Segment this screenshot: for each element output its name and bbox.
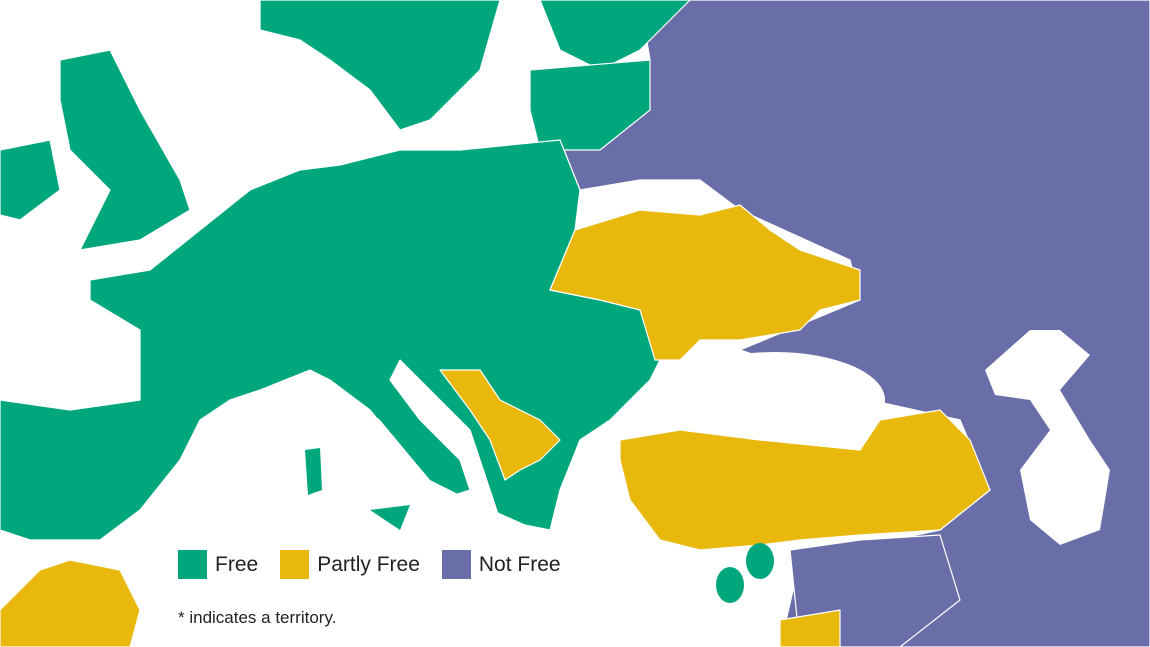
free-swatch	[178, 550, 207, 579]
region-lebanon-marker[interactable]	[746, 543, 774, 579]
black-sea	[665, 352, 885, 448]
region-sardinia[interactable]	[305, 448, 322, 495]
region-jordan[interactable]	[779, 609, 841, 647]
legend-item-partly-free: Partly Free	[280, 550, 420, 579]
region-baltics[interactable]	[529, 59, 651, 151]
region-sicily[interactable]	[370, 505, 410, 530]
caspian-sea	[985, 330, 1110, 545]
region-uk[interactable]	[59, 49, 191, 251]
territory-note: * indicates a territory.	[178, 608, 337, 627]
region-ukraine[interactable]	[549, 204, 861, 361]
legend: Free Partly Free Not Free * indicates a …	[170, 540, 640, 640]
region-finland[interactable]	[539, 0, 691, 71]
region-norway-sweden[interactable]	[259, 0, 501, 131]
partly-free-swatch	[280, 550, 310, 579]
legend-label: Partly Free	[317, 552, 420, 576]
legend-item-not-free: Not Free	[441, 550, 561, 579]
region-morocco[interactable]	[0, 559, 141, 647]
region-balkans-partly-free[interactable]	[439, 369, 561, 481]
not-free-swatch	[441, 550, 471, 579]
region-turkey-caucasus[interactable]	[619, 409, 991, 551]
region-ireland[interactable]	[0, 139, 61, 221]
region-cyprus-israel-marker[interactable]	[716, 567, 744, 603]
legend-label: Not Free	[478, 552, 561, 576]
legend-label: Free	[215, 552, 259, 576]
legend-item-free: Free	[178, 550, 258, 579]
